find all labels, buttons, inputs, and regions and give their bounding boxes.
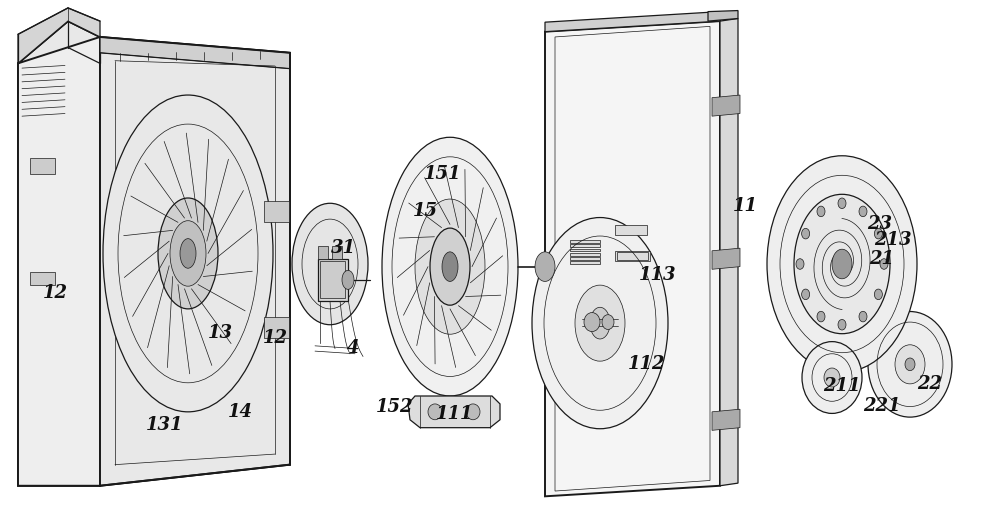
Bar: [570, 240, 600, 243]
Ellipse shape: [535, 252, 555, 281]
Bar: [570, 244, 600, 247]
Polygon shape: [100, 37, 290, 486]
Ellipse shape: [859, 206, 867, 216]
Polygon shape: [545, 21, 720, 496]
Polygon shape: [712, 248, 740, 269]
Text: 13: 13: [208, 324, 232, 342]
Ellipse shape: [802, 289, 810, 299]
Ellipse shape: [466, 404, 480, 420]
Bar: [30, 158, 55, 174]
Ellipse shape: [430, 228, 470, 305]
Bar: [615, 251, 650, 261]
Polygon shape: [100, 37, 290, 69]
Text: 21: 21: [870, 250, 895, 268]
Bar: [332, 246, 342, 259]
Bar: [264, 317, 289, 338]
Ellipse shape: [874, 289, 882, 300]
Text: 113: 113: [639, 266, 677, 284]
Ellipse shape: [838, 198, 846, 209]
Text: 23: 23: [868, 215, 893, 233]
Polygon shape: [18, 8, 100, 63]
Ellipse shape: [817, 206, 825, 216]
Ellipse shape: [584, 313, 600, 332]
Text: 211: 211: [823, 378, 861, 395]
Text: 14: 14: [228, 403, 252, 421]
Ellipse shape: [442, 252, 458, 281]
Text: 22: 22: [918, 375, 942, 393]
Ellipse shape: [170, 221, 206, 286]
Bar: [615, 225, 647, 235]
Polygon shape: [318, 259, 348, 301]
Text: 213: 213: [874, 231, 912, 249]
Polygon shape: [415, 158, 468, 222]
Text: 131: 131: [146, 416, 184, 434]
Ellipse shape: [590, 307, 610, 339]
Text: 12: 12: [262, 329, 288, 347]
Ellipse shape: [575, 285, 625, 361]
Text: 11: 11: [732, 197, 758, 215]
Text: 221: 221: [863, 397, 901, 414]
Polygon shape: [18, 465, 290, 486]
Bar: [617, 252, 648, 260]
Bar: [264, 201, 289, 222]
Ellipse shape: [415, 199, 485, 334]
Polygon shape: [712, 409, 740, 430]
Ellipse shape: [180, 239, 196, 268]
Ellipse shape: [103, 95, 273, 412]
Ellipse shape: [382, 137, 518, 396]
Text: 152: 152: [376, 398, 414, 416]
Text: 112: 112: [628, 355, 666, 373]
Ellipse shape: [832, 249, 852, 279]
Polygon shape: [720, 18, 738, 486]
Ellipse shape: [796, 259, 804, 269]
Ellipse shape: [905, 358, 915, 371]
Ellipse shape: [428, 404, 442, 420]
Bar: [318, 246, 328, 259]
Text: 151: 151: [424, 165, 462, 183]
Bar: [570, 253, 600, 256]
Ellipse shape: [874, 228, 882, 239]
Text: 31: 31: [330, 239, 356, 257]
Ellipse shape: [342, 270, 354, 289]
Ellipse shape: [824, 368, 840, 387]
Ellipse shape: [802, 228, 810, 239]
Polygon shape: [712, 95, 740, 116]
Text: 15: 15: [413, 202, 438, 220]
Bar: [320, 261, 345, 298]
Ellipse shape: [880, 259, 888, 269]
Bar: [570, 249, 600, 251]
Ellipse shape: [802, 342, 862, 413]
Ellipse shape: [158, 198, 218, 309]
Polygon shape: [708, 11, 738, 21]
Ellipse shape: [292, 203, 368, 325]
Ellipse shape: [817, 312, 825, 322]
Bar: [570, 257, 600, 260]
Ellipse shape: [767, 156, 917, 372]
Ellipse shape: [794, 194, 890, 334]
Bar: [570, 261, 600, 264]
Bar: [30, 272, 55, 285]
Polygon shape: [18, 21, 100, 486]
Polygon shape: [18, 37, 100, 486]
Ellipse shape: [895, 345, 925, 384]
Text: 4: 4: [347, 340, 359, 357]
Text: 111: 111: [436, 406, 474, 423]
Polygon shape: [545, 12, 720, 32]
Ellipse shape: [838, 319, 846, 330]
Ellipse shape: [859, 312, 867, 322]
Ellipse shape: [602, 315, 614, 329]
Ellipse shape: [868, 312, 952, 417]
Polygon shape: [408, 396, 500, 428]
Text: 12: 12: [42, 284, 68, 302]
Ellipse shape: [532, 218, 668, 429]
